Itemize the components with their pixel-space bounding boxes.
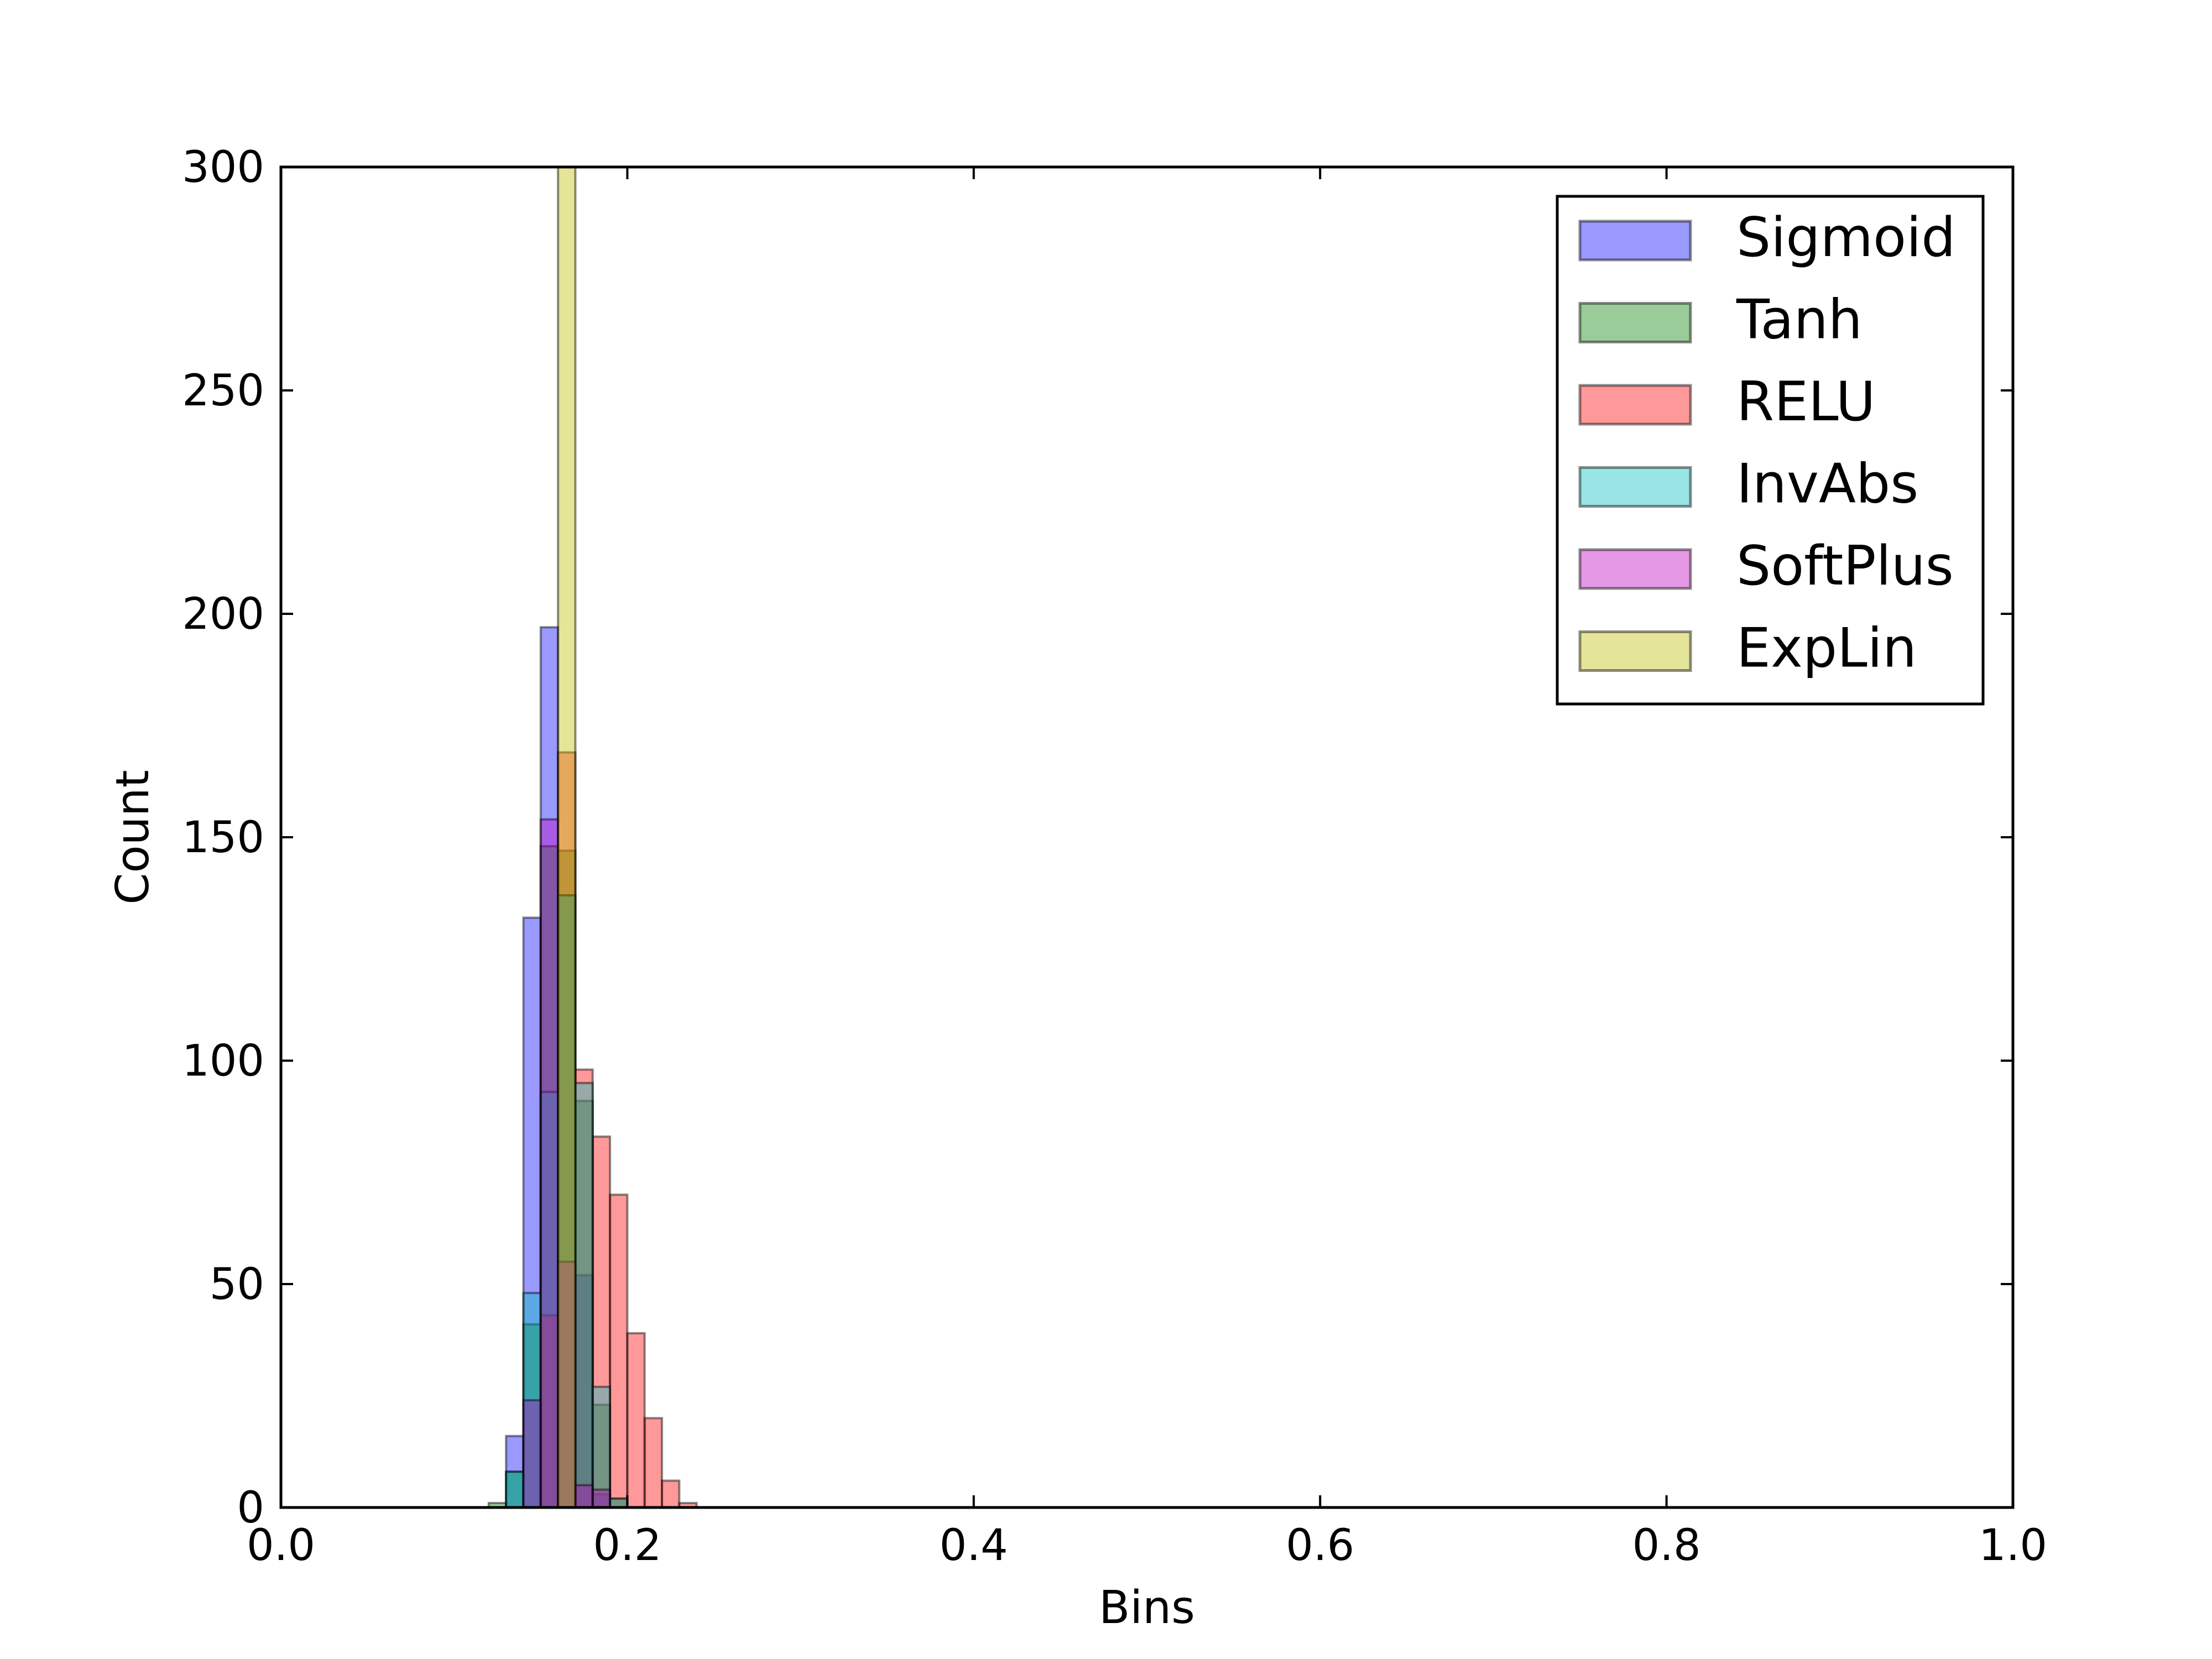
- bar-invabs-4: [574, 1082, 594, 1509]
- x-tick-label: 0.4: [940, 1521, 1008, 1571]
- bar-tanh-5: [574, 1099, 594, 1509]
- bar-relu-3: [591, 1135, 612, 1509]
- y-tick-label: 250: [182, 366, 264, 416]
- legend-item-softplus: SoftPlus: [1578, 535, 1954, 598]
- bar-relu-0: [539, 1314, 560, 1509]
- y-tick-label: 150: [182, 813, 264, 863]
- legend-swatch: [1578, 548, 1692, 590]
- axis-ticks: 0.0 0.2 0.4 0.6 0.8 1.0 0 50 100 150 200 250 300: [182, 143, 2047, 1571]
- x-tick-label: 0.6: [1286, 1521, 1354, 1571]
- legend-label: Sigmoid: [1736, 206, 1956, 269]
- legend-label: InvAbs: [1736, 453, 1918, 516]
- legend-item-tanh: Tanh: [1578, 289, 1863, 352]
- histogram-bars: [487, 166, 698, 1509]
- legend-item-relu: RELU: [1578, 371, 1875, 434]
- bar-relu-5: [626, 1332, 646, 1509]
- legend-item-invabs: InvAbs: [1578, 453, 1918, 516]
- bar-softplus-3: [574, 1484, 594, 1509]
- legend-item-explin: ExpLin: [1578, 617, 1917, 680]
- legend: Sigmoid Tanh RELU InvAbs SoftPlus ExpLin: [1556, 195, 1985, 706]
- y-tick-label: 0: [237, 1483, 264, 1533]
- bar-relu-4: [609, 1193, 629, 1509]
- bar-tanh-2: [522, 1323, 542, 1509]
- x-tick-label: 0.8: [1632, 1521, 1701, 1571]
- bar-tanh-4: [557, 849, 577, 1509]
- x-tick-label: 0.2: [593, 1521, 661, 1571]
- bar-invabs-0: [505, 1470, 525, 1509]
- legend-label: ExpLin: [1736, 617, 1917, 680]
- bar-invabs-3: [557, 894, 577, 1509]
- bar-relu-7: [661, 1479, 681, 1509]
- bar-explin-0: [557, 166, 577, 1509]
- bar-softplus-1: [539, 818, 560, 1509]
- bar-relu-6: [643, 1417, 664, 1509]
- legend-entries: Sigmoid Tanh RELU InvAbs SoftPlus ExpLin: [1578, 206, 1956, 680]
- legend-swatch: [1578, 466, 1692, 508]
- y-tick-label: 300: [182, 143, 264, 192]
- y-tick-label: 50: [210, 1260, 264, 1310]
- legend-swatch: [1578, 220, 1692, 262]
- bar-sigmoid-2: [539, 626, 560, 1509]
- legend-swatch: [1578, 302, 1692, 343]
- series-tanh: [487, 845, 629, 1509]
- legend-label: SoftPlus: [1736, 535, 1954, 598]
- bar-sigmoid-5: [591, 1493, 612, 1509]
- bar-sigmoid-4: [574, 1274, 594, 1509]
- bar-softplus-4: [591, 1488, 612, 1509]
- bar-sigmoid-1: [522, 916, 542, 1509]
- legend-label: Tanh: [1736, 289, 1863, 352]
- y-axis-label: Count: [107, 770, 159, 905]
- x-tick-label: 0.0: [247, 1521, 315, 1571]
- bar-softplus-0: [522, 1399, 542, 1509]
- legend-swatch: [1578, 630, 1692, 672]
- legend-item-sigmoid: Sigmoid: [1578, 206, 1956, 269]
- series-invabs: [505, 894, 629, 1509]
- bar-relu-2: [574, 1068, 594, 1509]
- series-explin: [557, 166, 577, 1509]
- y-tick-label: 100: [182, 1036, 264, 1086]
- x-tick-label: 1.0: [1979, 1521, 2047, 1571]
- y-tick-label: 200: [182, 589, 264, 639]
- legend-swatch: [1578, 384, 1692, 426]
- x-axis-label: Bins: [1099, 1582, 1195, 1634]
- legend-label: RELU: [1736, 371, 1875, 434]
- series-sigmoid: [505, 626, 612, 1509]
- legend-frame: [1556, 195, 1985, 706]
